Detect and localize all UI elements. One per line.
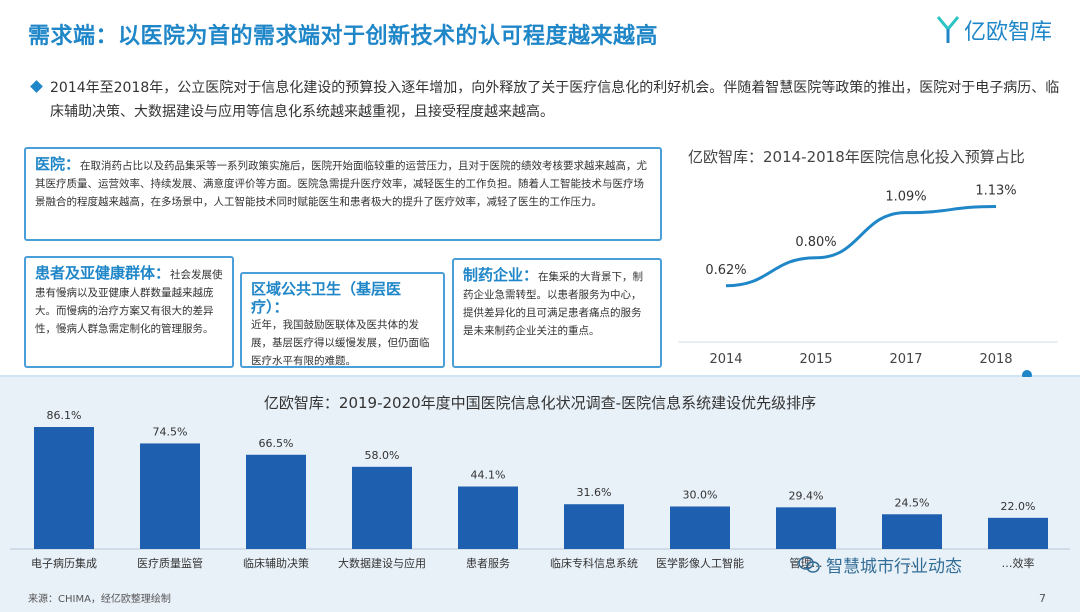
category-label: 临床辅助决策 <box>243 556 309 570</box>
data-label: 30.0% <box>683 488 718 501</box>
data-label: 24.5% <box>895 496 930 509</box>
data-label: 22.0% <box>1001 500 1036 513</box>
category-label: 患者服务 <box>466 557 510 570</box>
data-label: 0.62% <box>705 263 746 278</box>
x-tick-label: 2017 <box>889 352 922 367</box>
category-label: 医学影像人工智能 <box>656 556 744 570</box>
bar <box>564 504 624 549</box>
bar-chart: 86.1% 电子病历集成 74.5% 医疗质量监管 66.5% 临床辅助决策 58.0% 大数… <box>10 409 1070 570</box>
data-label: 86.1% <box>47 409 82 422</box>
box-text: 近年，我国鼓励医联体及医共体的发展，基层医疗得以缓慢发展，但仍面临医疗水平有限的… <box>251 319 430 367</box>
data-label: 44.1% <box>471 469 506 482</box>
data-label: 58.0% <box>365 449 400 462</box>
hospital-box: 医院：在取消药占比以及药品集采等一系列政策实施后，医院开始面临较重的运营压力，且… <box>24 147 662 241</box>
box-heading: 区域公共卫生（基层医疗）： <box>251 280 402 316</box>
intro-paragraph: 2014年至2018年，公立医院对于信息化建设的预算投入逐年增加，向外释放了关于… <box>30 76 1070 124</box>
diamond-bullet-icon <box>30 80 43 93</box>
pharma-box: 制药企业：在集采的大背景下，制药企业急需转型。以患者服务为中心，提供差异化的且可… <box>452 258 662 368</box>
bar <box>670 506 730 549</box>
series-line <box>725 204 997 288</box>
bar <box>776 507 836 549</box>
bar <box>352 466 412 549</box>
category-label: 大数据建设与应用 <box>338 556 426 570</box>
category-label: 管理… <box>790 556 823 570</box>
bar <box>34 427 94 549</box>
data-label: 66.5% <box>259 437 294 450</box>
bar <box>246 454 306 549</box>
source-note: 来源：CHIMA，经亿欧整理绘制 <box>28 594 171 605</box>
patients-box: 患者及亚健康群体：社会发展使患有慢病以及亚健康人群数量越来越庞大。而慢病的治疗方… <box>24 256 234 368</box>
divider-dot <box>1022 370 1032 380</box>
page-title: 需求端：以医院为首的需求端对于创新技术的认可程度越来越高 <box>28 24 659 49</box>
bar <box>140 443 200 549</box>
intro-text: 2014年至2018年，公立医院对于信息化建设的预算投入逐年增加，向外释放了关于… <box>50 80 1060 120</box>
category-label: …效率 <box>1002 556 1035 570</box>
x-tick-label: 2018 <box>979 352 1012 367</box>
watermark: 智慧城市行业动态 <box>798 552 962 577</box>
bar-chart-title: 亿欧智库：2019-2020年度中国医院信息化状况调查-医院信息系统建设优先级排… <box>263 394 817 412</box>
data-label: 74.5% <box>153 425 188 438</box>
data-label: 31.6% <box>577 486 612 499</box>
x-tick-label: 2014 <box>709 352 742 367</box>
data-label: 29.4% <box>789 489 824 502</box>
data-label: 1.09% <box>885 190 926 205</box>
line-chart-title: 亿欧智库：2014-2018年医院信息化投入预算占比 <box>688 148 1025 166</box>
public-health-box: 区域公共卫生（基层医疗）： 近年，我国鼓励医联体及医共体的发展，基层医疗得以缓慢… <box>240 272 445 368</box>
category-label: 临床专科信息系统 <box>550 556 638 570</box>
box-text: 在集采的大背景下，制药企业急需转型。以患者服务为中心，提供差异化的且可满足患者痛… <box>463 271 644 337</box>
box-heading: 制药企业： <box>463 266 539 284</box>
box-heading: 患者及亚健康群体： <box>35 264 171 282</box>
category-label: 电子病历集成 <box>31 556 97 570</box>
box-text: 在取消药占比以及药品集采等一系列政策实施后，医院开始面临较重的运营压力，且对于医… <box>35 160 648 208</box>
divider <box>0 375 1080 377</box>
data-label: 0.80% <box>795 235 836 250</box>
wechat-icon <box>798 555 820 573</box>
category-label: 医疗质量监管 <box>137 556 203 570</box>
box-text: 社会发展使患有慢病以及亚健康人群数量越来越庞大。而慢病的治疗方案又有很大的差异性… <box>35 269 223 335</box>
bar <box>988 517 1048 549</box>
bar <box>458 486 518 549</box>
x-tick-label: 2015 <box>799 352 832 367</box>
logo-icon <box>936 16 960 43</box>
box-heading: 医院： <box>35 155 81 173</box>
page-number: 7 <box>1039 592 1046 605</box>
logo-text: 亿欧智库 <box>963 20 1052 45</box>
brand-logo: 亿欧智库 <box>936 14 1052 46</box>
bar <box>882 514 942 549</box>
line-chart: 0.62% 2014 0.80% 2015 1.09% 2017 1.13% 2018 <box>678 183 1058 367</box>
data-label: 1.13% <box>975 183 1016 198</box>
category-label: … <box>907 557 918 570</box>
watermark-text: 智慧城市行业动态 <box>826 557 962 577</box>
